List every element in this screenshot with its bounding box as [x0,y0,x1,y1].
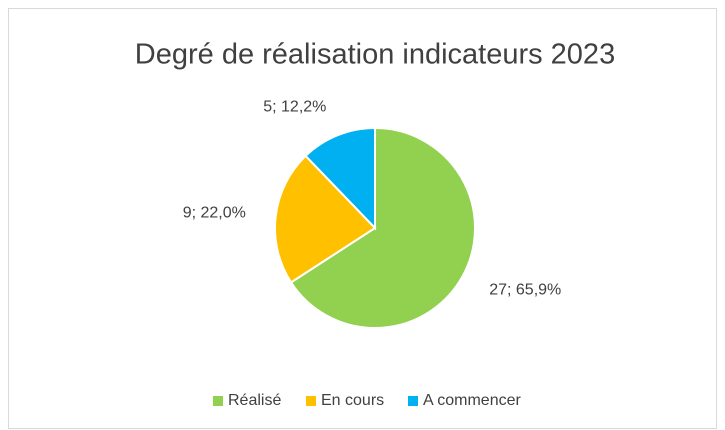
data-label: 5; 12,2% [263,99,326,116]
pie-slice [289,126,476,329]
legend-label: Réalisé [228,392,281,409]
pie-slice [274,154,377,284]
legend-swatch [306,396,316,406]
legend-swatch [213,396,223,406]
pie-slice [304,126,376,231]
legend-label: A commencer [423,392,521,409]
data-label: 27; 65,9% [489,281,561,298]
data-label: 9; 22,0% [183,204,246,221]
legend-label: En cours [321,392,384,409]
chart-title: Degré de réalisation indicateurs 2023 [135,39,615,71]
legend-swatch [408,396,418,406]
